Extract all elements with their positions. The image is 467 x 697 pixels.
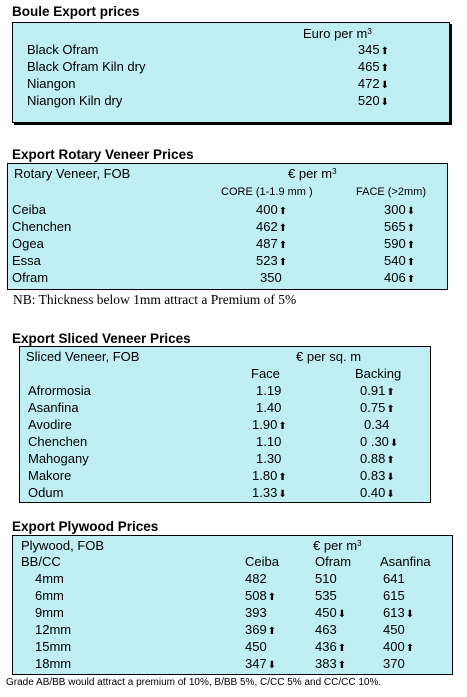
sliced-row-face: 1.33: [252, 486, 287, 502]
sliced-row-name: Avodire: [28, 417, 72, 432]
rotary-row-name: Ogea: [12, 236, 44, 251]
plywood-col-ceiba: Ceiba: [245, 554, 279, 569]
plywood-col-ofram: Ofram: [315, 554, 352, 569]
plywood-row-value: 510: [315, 571, 337, 586]
sliced-row-face: 1.40: [256, 400, 282, 415]
rotary-row-face: 565: [384, 220, 415, 236]
rotary-row-face: 540: [384, 254, 415, 270]
plywood-row-value: 613: [383, 606, 414, 622]
plywood-row-value: 450: [245, 639, 267, 654]
plywood-row-value: 450: [315, 606, 346, 622]
boule-row-value: 465: [358, 60, 389, 76]
sliced-subtitle: Sliced Veneer, FOB: [26, 349, 140, 364]
plywood-row-value: 450: [383, 622, 405, 637]
sliced-row-name: Mahogany: [28, 451, 89, 466]
rotary-row-name: Essa: [12, 253, 41, 268]
rotary-row-face: 300: [384, 203, 415, 219]
sliced-col-backing: Backing: [355, 366, 402, 381]
sliced-row-backing: 0.83: [360, 469, 395, 485]
sliced-col-face: Face: [251, 366, 280, 381]
plywood-row-value: 641: [383, 571, 405, 586]
rotary-table: Rotary Veneer, FOB € per m3 CORE (1-1.9 …: [7, 163, 448, 290]
plywood-note: Grade AB/BB would attract a premium of 1…: [6, 677, 382, 688]
sliced-row-face: 1.10: [256, 434, 282, 449]
plywood-row-size: 6mm: [35, 588, 64, 603]
rotary-title: Export Rotary Veneer Prices: [12, 147, 194, 162]
rotary-row-core: 350: [260, 270, 282, 285]
sliced-row-face: 1.19: [256, 383, 282, 398]
rotary-row-face: 590: [384, 237, 415, 253]
rotary-row-face: 406: [384, 271, 415, 287]
rotary-row-core: 487: [256, 237, 287, 253]
rotary-row-core: 400: [256, 203, 287, 219]
plywood-row-value: 383: [315, 657, 346, 673]
plywood-row-value: 535: [315, 588, 337, 603]
boule-row-value: 345: [358, 43, 389, 59]
sliced-row-backing: 0.75: [360, 401, 395, 417]
sliced-row-name: Afrormosia: [28, 383, 91, 398]
rotary-row-name: Chenchen: [12, 219, 72, 234]
plywood-col-asanfina: Asanfina: [380, 554, 431, 569]
sliced-row-face: 1.80: [252, 469, 287, 485]
sliced-row-face: 1.90: [252, 418, 287, 434]
plywood-title: Export Plywood Prices: [12, 519, 159, 534]
plywood-row-size: 9mm: [35, 605, 64, 620]
boule-row-name: Black Ofram Kiln dry: [27, 59, 146, 74]
plywood-row-size: 12mm: [35, 622, 72, 637]
sliced-row-name: Odum: [28, 485, 64, 500]
plywood-unit: € per m3: [313, 538, 362, 553]
plywood-subtitle: Plywood, FOB: [21, 538, 105, 553]
plywood-row-value: 347: [245, 657, 276, 673]
plywood-row-size: 18mm: [35, 656, 72, 671]
plywood-row-value: 400: [383, 640, 414, 656]
boule-row-name: Black Ofram: [27, 42, 99, 57]
plywood-row-value: 436: [315, 640, 346, 656]
plywood-row-value: 370: [383, 656, 405, 671]
plywood-row-value: 393: [245, 605, 267, 620]
plywood-row-size: 15mm: [35, 639, 72, 654]
boule-table: Euro per m3 Black Ofram 345 Black Ofram Ki…: [12, 22, 450, 123]
rotary-row-name: Ofram: [12, 270, 49, 285]
plywood-grade: BB/CC: [21, 554, 61, 569]
sliced-row-name: Chenchen: [28, 434, 88, 449]
rotary-unit: € per m3: [288, 166, 337, 181]
sliced-row-name: Makore: [28, 468, 72, 483]
plywood-row-value: 482: [245, 571, 267, 586]
rotary-row-name: Ceiba: [12, 202, 46, 217]
plywood-row-value: 615: [383, 588, 405, 603]
boule-unit: Euro per m3: [303, 26, 372, 41]
boule-row-name: Niangon Kiln dry: [27, 93, 123, 108]
rotary-note: NB: Thickness below 1mm attract a Premiu…: [13, 292, 297, 307]
sliced-row-backing: 0.88: [360, 452, 395, 468]
rotary-row-core: 523: [256, 254, 287, 270]
sliced-unit: € per sq. m: [296, 349, 362, 364]
sliced-table: Sliced Veneer, FOB € per sq. m Face Back…: [19, 346, 431, 503]
plywood-row-value: 463: [315, 622, 337, 637]
plywood-row-value: 369: [245, 623, 276, 639]
boule-row-value: 472: [358, 77, 389, 93]
boule-title: Boule Export prices: [12, 4, 140, 19]
sliced-row-backing: 0.34: [364, 417, 390, 432]
sliced-row-backing: 0.40: [360, 486, 395, 502]
sliced-title: Export Sliced Veneer Prices: [12, 331, 191, 346]
boule-row-value: 520: [358, 94, 389, 110]
sliced-row-name: Asanfina: [28, 400, 79, 415]
rotary-row-core: 462: [256, 220, 287, 236]
rotary-col-core: CORE (1-1.9 mm ): [221, 186, 313, 198]
sliced-row-face: 1.30: [256, 451, 282, 466]
sliced-row-backing: 0 .30: [360, 435, 398, 451]
plywood-row-size: 4mm: [35, 571, 64, 586]
sliced-row-backing: 0.91: [360, 384, 395, 400]
plywood-table: Plywood, FOB € per m3 BB/CC Ceiba Ofram …: [12, 535, 453, 675]
plywood-row-value: 508: [245, 589, 276, 605]
rotary-col-face: FACE (>2mm): [356, 186, 426, 198]
boule-row-name: Niangon: [27, 76, 76, 91]
rotary-subtitle: Rotary Veneer, FOB: [14, 166, 131, 181]
